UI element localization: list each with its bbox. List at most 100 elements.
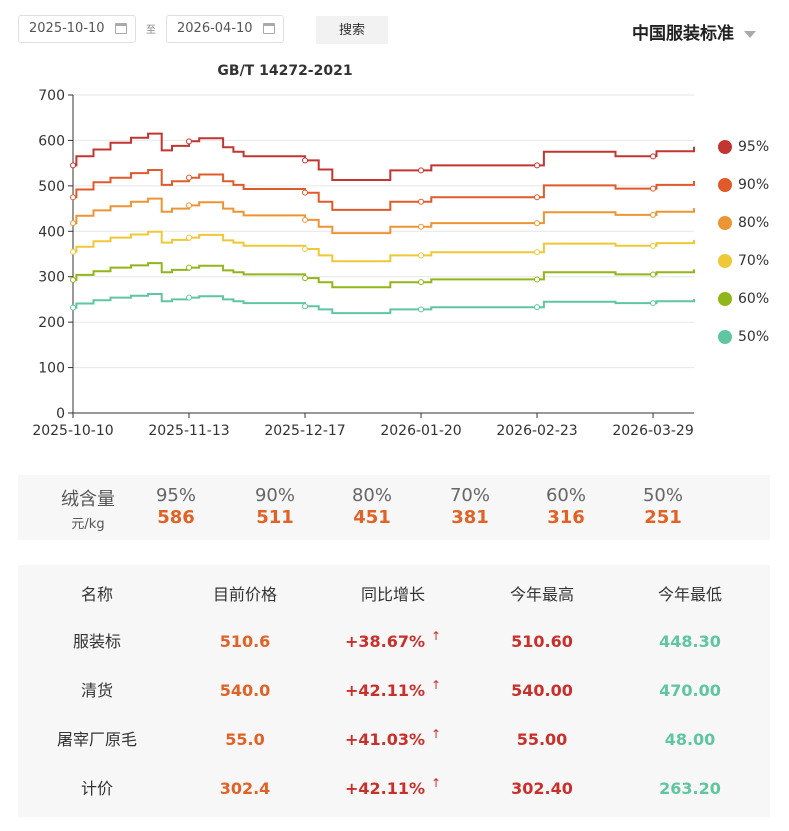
legend-label: 90% <box>738 177 770 193</box>
y-tick-label: 700 <box>38 88 65 104</box>
summary-item-value: 251 <box>644 507 682 528</box>
summary-header-unit: 元/kg <box>71 517 105 532</box>
table-cell-name: 计价 <box>22 769 172 809</box>
table-cell-name-text: 服装标 <box>72 632 121 651</box>
y-tick-label: 500 <box>38 179 65 195</box>
start-date-input[interactable]: 2025-10-10 <box>18 15 136 43</box>
series-point <box>70 304 76 311</box>
summary-item-value: 586 <box>157 507 195 528</box>
legend-item[interactable]: 95% <box>718 139 769 159</box>
standard-select-value: 中国服装标准 <box>632 24 734 44</box>
legend-label: 60% <box>738 291 770 307</box>
series-point <box>534 194 541 201</box>
chart-title: GB/T 14272-2021 <box>217 63 353 79</box>
y-tick-label: 200 <box>38 315 65 331</box>
price-chart: 0 100 200 300 400 500 600 700 2025-10-10 2025-11-… <box>32 88 695 439</box>
table-cell-low-text: 263.20 <box>659 779 721 798</box>
table-cell-high-text: 302.40 <box>511 779 573 798</box>
series-point <box>534 162 541 169</box>
arrow-up-icon: ↑ <box>430 629 442 643</box>
x-tick-label: 2026-03-29 <box>612 423 693 439</box>
summary-item-value: 451 <box>353 507 391 528</box>
y-tick-label: 600 <box>38 133 65 149</box>
standard-select[interactable]: 中国服装标准 <box>632 19 756 44</box>
table-cell-current: 510.6 <box>170 622 320 662</box>
summary-item-pct: 50% <box>642 485 683 506</box>
series-point <box>650 211 657 218</box>
table-cell-current-text: 55.0 <box>225 730 265 749</box>
series-line <box>73 262 695 289</box>
series-point <box>418 252 425 259</box>
legend-dot-icon <box>718 292 732 306</box>
arrow-up-icon: ↑ <box>430 678 442 692</box>
table-cell-current-text: 540.0 <box>219 681 271 700</box>
table-cell-low: 48.00 <box>615 720 765 760</box>
series-point <box>534 249 541 256</box>
summary-item-value: 316 <box>547 507 585 528</box>
series-point <box>302 303 309 310</box>
summary-item: 90% 511 <box>230 485 320 528</box>
legend-item[interactable]: 70% <box>718 253 769 273</box>
table-cell-name: 服装标 <box>22 622 172 662</box>
table-cell-current-text: 302.4 <box>219 779 271 798</box>
series-point <box>534 304 541 311</box>
table-cell-high-text: 510.60 <box>511 632 573 651</box>
down-content-summary: 绒含量 元/kg 95% 586 90% 511 80% 451 70% 381 60% 316 5… <box>18 475 770 540</box>
table-cell-high: 55.00 <box>467 720 617 760</box>
table-cell-name: 清货 <box>22 671 172 711</box>
series-point <box>70 162 76 169</box>
table-cell-name-text: 清货 <box>80 681 113 700</box>
table-cell-low-text: 448.30 <box>659 632 721 651</box>
series-point <box>302 157 309 164</box>
series-point <box>534 276 541 283</box>
y-tick-label: 400 <box>38 224 65 240</box>
summary-item: 60% 316 <box>521 485 611 528</box>
series-point <box>186 294 193 301</box>
series-point <box>70 248 76 255</box>
series-line <box>73 230 695 263</box>
table-cell-low: 448.30 <box>615 622 765 662</box>
series-point <box>534 220 541 227</box>
start-date-value: 2025-10-10 <box>29 21 105 36</box>
table-cell-low-text: 48.00 <box>664 730 716 749</box>
chart-axes: 0 100 200 300 400 500 600 700 2025-10-10 2025-11-… <box>32 88 694 439</box>
table-header-cell: 今年最低 <box>657 585 722 604</box>
series-point <box>650 153 657 160</box>
table-cell-name-text: 屠宰厂原毛 <box>56 730 137 749</box>
summary-item: 70% 381 <box>425 485 515 528</box>
x-tick-label: 2025-11-13 <box>148 423 229 439</box>
arrow-up-icon: ↑ <box>430 727 442 741</box>
series-point <box>186 138 193 145</box>
search-button[interactable]: 搜索 <box>316 16 388 44</box>
table-cell-current: 302.4 <box>170 769 320 809</box>
table-cell-current: 55.0 <box>170 720 320 760</box>
legend-item[interactable]: 60% <box>718 291 769 311</box>
table-cell-current: 540.0 <box>170 671 320 711</box>
end-date-input[interactable]: 2026-04-10 <box>166 15 284 43</box>
series-point <box>650 242 657 249</box>
table-cell-current-text: 510.6 <box>219 632 271 651</box>
series-point <box>650 185 657 192</box>
legend-label: 50% <box>738 329 770 345</box>
table-row: 清货 540.0 +42.11% ↑ 540.00 470.00 <box>18 671 770 711</box>
table-header-row: 名称 目前价格 同比增长 今年最高 今年最低 <box>18 575 770 615</box>
summary-item: 80% 451 <box>327 485 417 528</box>
table-cell-name: 屠宰厂原毛 <box>22 720 172 760</box>
series-point <box>70 276 76 283</box>
series-point <box>302 189 309 196</box>
series-point <box>186 174 193 181</box>
series-point <box>70 220 76 227</box>
series-point <box>650 300 657 307</box>
series-point <box>302 216 309 223</box>
table-row: 屠宰厂原毛 55.0 +41.03% ↑ 55.00 48.00 <box>18 720 770 760</box>
table-cell-low: 470.00 <box>615 671 765 711</box>
summary-item-pct: 95% <box>155 485 196 506</box>
legend-item[interactable]: 80% <box>718 215 769 235</box>
price-table: 名称 目前价格 同比增长 今年最高 今年最低 服装标 510.6 +38.67% ↑ 510.6… <box>18 565 770 817</box>
table-cell-high-text: 540.00 <box>511 681 573 700</box>
arrow-up-icon: ↑ <box>430 776 442 790</box>
legend-item[interactable]: 90% <box>718 177 769 197</box>
summary-item: 95% 586 <box>131 485 221 528</box>
legend-item[interactable]: 50% <box>718 329 769 349</box>
table-cell-high: 510.60 <box>467 622 617 662</box>
